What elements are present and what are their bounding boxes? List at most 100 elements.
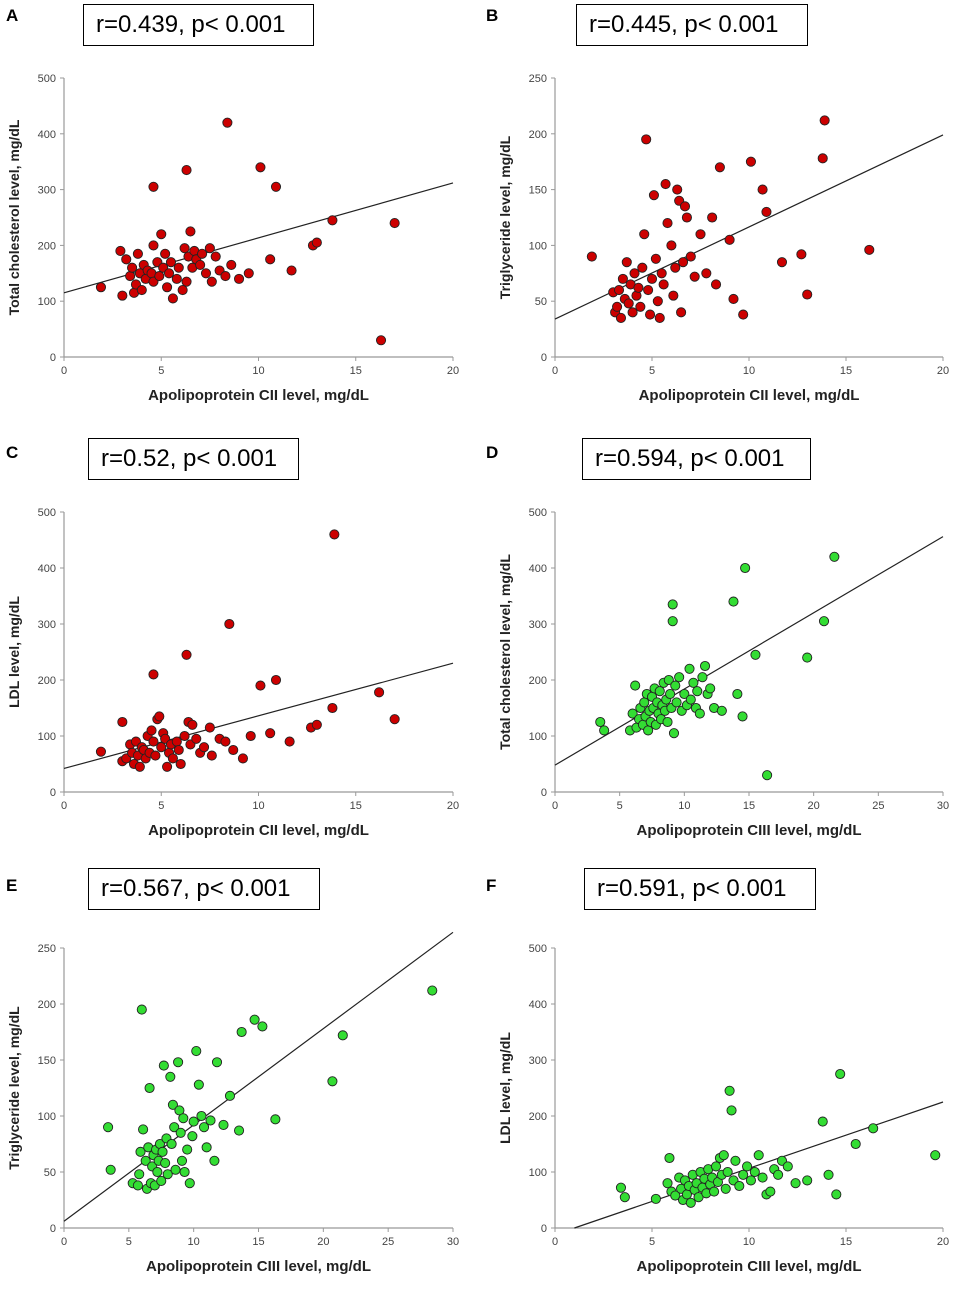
data-point-e [270,1114,281,1125]
data-point-e [201,1142,212,1153]
data-point-d [654,686,665,697]
data-point-d [679,688,690,700]
data-point-d [750,649,761,660]
data-point-e [176,1155,188,1166]
data-point-b [621,257,632,268]
data-point-a [195,259,206,270]
data-point-c [237,753,248,764]
data-point-c [162,761,173,772]
x-tick-label-a: 5 [158,365,164,377]
data-point-e [211,1057,223,1068]
data-point-b [641,134,652,145]
data-point-c [206,750,217,761]
data-point-c [187,719,198,730]
y-tick-label-c: 500 [38,507,56,519]
data-point-e [249,1014,260,1025]
y-tick-label-c: 100 [38,731,56,743]
x-tick-label-e: 20 [317,1236,329,1248]
data-point-a [165,257,177,268]
stat-box-f: r=0.591, p< 0.001 [584,868,816,910]
x-tick-label-b: 20 [937,365,949,377]
data-point-e [198,1122,210,1133]
data-point-f [831,1189,842,1200]
x-tick-label-f: 5 [649,1236,655,1248]
x-tick-label-a: 15 [350,365,362,377]
data-point-a [148,181,159,192]
y-tick-label-b: 200 [529,129,547,141]
data-point-f [710,1161,722,1172]
panel-letter-c: C [6,443,19,462]
data-point-e [103,1122,114,1133]
y-tick-label-a: 200 [38,240,56,252]
data-point-c [329,529,340,540]
data-point-d [694,708,705,719]
data-point-c [95,746,107,757]
data-point-e [158,1060,169,1071]
data-point-d [674,672,685,683]
data-point-b [662,218,673,229]
data-point-a [127,262,138,273]
x-axis-label-f: Apolipoprotein CIII level, mg/dL [636,1258,861,1275]
data-point-f [724,1085,735,1096]
data-point-a [181,165,192,176]
data-point-a [136,284,147,296]
data-point-d [670,680,681,691]
x-tick-label-d: 5 [617,800,623,812]
data-point-c [198,742,210,753]
data-point-e [152,1166,163,1178]
data-point-a [132,248,143,259]
data-point-e [170,1164,181,1175]
data-point-f [753,1150,764,1161]
y-tick-label-a: 100 [38,296,56,308]
data-point-c [167,753,178,764]
x-tick-label-d: 20 [808,800,820,812]
data-point-e [173,1057,184,1068]
stat-box-c: r=0.52, p< 0.001 [88,438,299,480]
data-point-e [218,1119,229,1131]
x-tick-label-f: 15 [840,1236,852,1248]
data-point-f [835,1068,846,1080]
x-tick-label-e: 30 [447,1236,459,1248]
data-point-b [643,284,654,296]
x-axis-label-d: Apolipoprotein CIII level, mg/dL [636,822,861,839]
data-point-a [173,262,184,273]
y-tick-label-e: 50 [44,1167,56,1179]
x-tick-label-a: 20 [447,365,459,377]
data-point-d [716,705,727,716]
x-tick-label-f: 20 [937,1236,949,1248]
data-point-f [773,1169,784,1180]
y-tick-label-f: 500 [529,943,547,955]
data-point-d [829,551,840,562]
data-point-e [337,1030,348,1041]
data-point-b [761,206,772,217]
data-point-b [633,282,644,293]
data-point-e [135,1146,146,1157]
data-point-e [236,1026,247,1038]
y-axis-label-a: Total cholesterol level, mg/dL [6,119,22,315]
data-point-f [709,1186,720,1197]
data-point-a [243,268,254,279]
y-tick-label-f: 400 [529,999,547,1011]
data-point-e [140,1155,151,1166]
data-point-d [740,562,751,574]
data-point-a [171,273,182,284]
data-point-c [148,736,159,747]
data-point-b [685,251,696,262]
data-point-a [375,335,387,346]
data-point-a [163,268,175,279]
x-tick-label-e: 15 [252,1236,264,1248]
data-point-f [650,1193,661,1204]
y-tick-label-d: 100 [529,731,547,743]
data-point-a [270,181,282,192]
data-point-d [667,616,678,627]
x-tick-label-c: 20 [447,800,459,812]
data-point-a [200,268,212,279]
data-point-e [224,1090,236,1101]
data-point-c [191,733,202,744]
data-point-d [662,716,673,728]
data-point-e [233,1125,245,1136]
x-axis-label-c: Apolipoprotein CII level, mg/dL [148,822,369,839]
